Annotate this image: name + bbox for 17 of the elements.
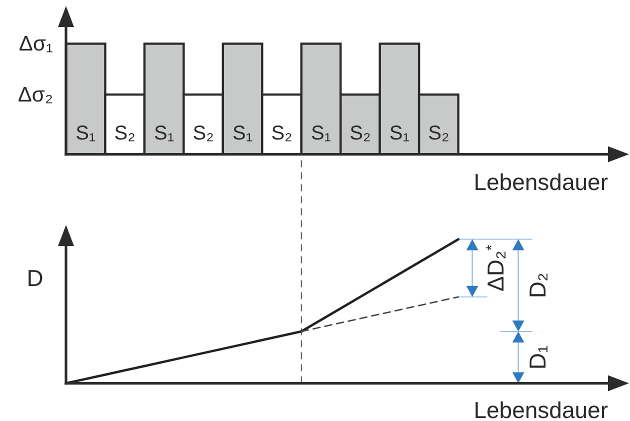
x-tick-label: S₁ — [389, 122, 410, 144]
text: D₁ — [524, 344, 550, 370]
x-tick-label: S₂ — [271, 122, 292, 144]
text: Δσ₁ — [18, 32, 53, 56]
x-tick-label: S₁ — [310, 122, 332, 144]
x-axis-title: Lebensdauer — [474, 397, 608, 421]
x-tick-label: S₁ — [76, 122, 96, 144]
x-tick-label: S₁ — [232, 122, 253, 144]
text: Δσ₂ — [18, 84, 53, 107]
x-tick-label: S₁ — [154, 122, 174, 144]
x-tick-label: S₂ — [350, 122, 371, 144]
x-axis-title: Lebensdauer — [474, 169, 608, 195]
x-tick-label: S₂ — [114, 122, 136, 144]
y-axis-title: D — [26, 265, 44, 291]
x-tick-label: S₂ — [428, 122, 450, 144]
x-tick-label: S₂ — [192, 122, 214, 144]
text: D₂ — [524, 272, 550, 298]
